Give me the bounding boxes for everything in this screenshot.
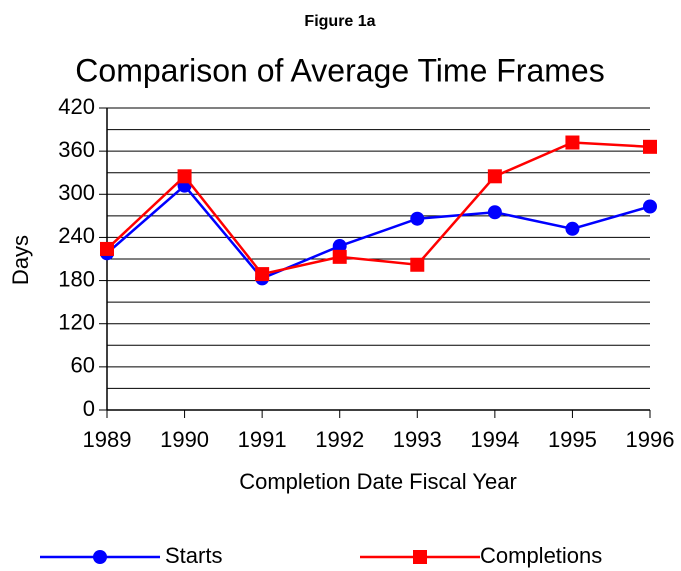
- series-line: [106, 183, 651, 280]
- x-tick-label: 1994: [470, 427, 519, 452]
- y-axis-title: Days: [8, 235, 33, 285]
- marker: [410, 211, 425, 226]
- marker: [565, 135, 580, 150]
- legend-marker: [93, 550, 107, 564]
- x-tick-label: 1991: [238, 427, 287, 452]
- marker: [565, 221, 580, 236]
- y-tick-label: 420: [58, 94, 95, 119]
- x-tick-label: 1989: [83, 427, 132, 452]
- y-tick-label: 360: [58, 137, 95, 162]
- legend-marker: [413, 550, 427, 564]
- marker: [332, 239, 347, 254]
- x-axis-title: Completion Date Fiscal Year: [239, 469, 517, 494]
- legend-label: Starts: [165, 543, 222, 568]
- figure-label: Figure 1a: [304, 13, 375, 30]
- x-tick-label: 1993: [393, 427, 442, 452]
- x-tick-label: 1992: [315, 427, 364, 452]
- x-tick-label: 1995: [548, 427, 597, 452]
- y-tick-label: 180: [58, 266, 95, 291]
- y-tick-label: 60: [71, 353, 95, 378]
- marker: [643, 199, 657, 214]
- y-tick-label: 120: [58, 310, 95, 335]
- chart-title: Comparison of Average Time Frames: [75, 52, 604, 88]
- marker: [410, 257, 425, 272]
- marker: [177, 169, 192, 184]
- marker: [332, 249, 347, 264]
- y-tick-label: 300: [58, 180, 95, 205]
- y-tick-label: 240: [58, 223, 95, 248]
- y-tick-label: 0: [83, 396, 95, 421]
- marker: [643, 139, 657, 154]
- x-tick-label: 1996: [626, 427, 675, 452]
- marker: [487, 169, 502, 184]
- marker: [100, 241, 114, 256]
- marker: [487, 205, 502, 220]
- legend-label: Completions: [480, 543, 602, 568]
- series-line: [106, 141, 651, 276]
- marker: [255, 267, 270, 282]
- x-tick-label: 1990: [160, 427, 209, 452]
